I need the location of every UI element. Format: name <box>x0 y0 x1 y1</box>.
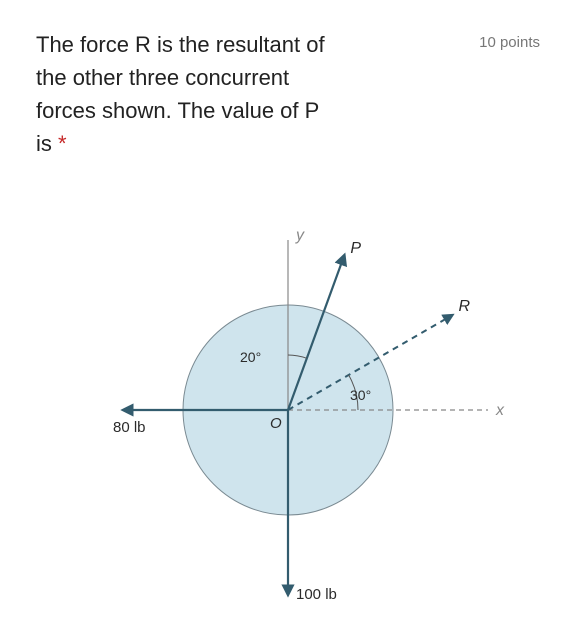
question-text: The force R is the resultant of the othe… <box>36 28 467 160</box>
svg-text:20°: 20° <box>240 349 261 365</box>
svg-text:P: P <box>350 240 361 257</box>
svg-text:O: O <box>270 415 282 432</box>
svg-text:100 lb: 100 lb <box>296 586 337 603</box>
required-asterisk: * <box>58 131 67 156</box>
svg-text:R: R <box>459 298 471 315</box>
points-label: 10 points <box>479 28 540 51</box>
question-line4: is <box>36 131 52 156</box>
question-line3: forces shown. The value of P <box>36 98 319 123</box>
question-line1: The force R is the resultant of <box>36 32 325 57</box>
force-diagram: y x 20° 30° P R 80 lb 100 lb O <box>36 180 540 610</box>
svg-text:x: x <box>495 402 505 419</box>
question-row: The force R is the resultant of the othe… <box>36 28 540 160</box>
svg-text:80 lb: 80 lb <box>113 419 146 436</box>
svg-text:y: y <box>295 227 305 244</box>
svg-text:30°: 30° <box>350 387 371 403</box>
diagram-svg: y x 20° 30° P R 80 lb 100 lb O <box>58 180 518 610</box>
question-line2: the other three concurrent <box>36 65 289 90</box>
